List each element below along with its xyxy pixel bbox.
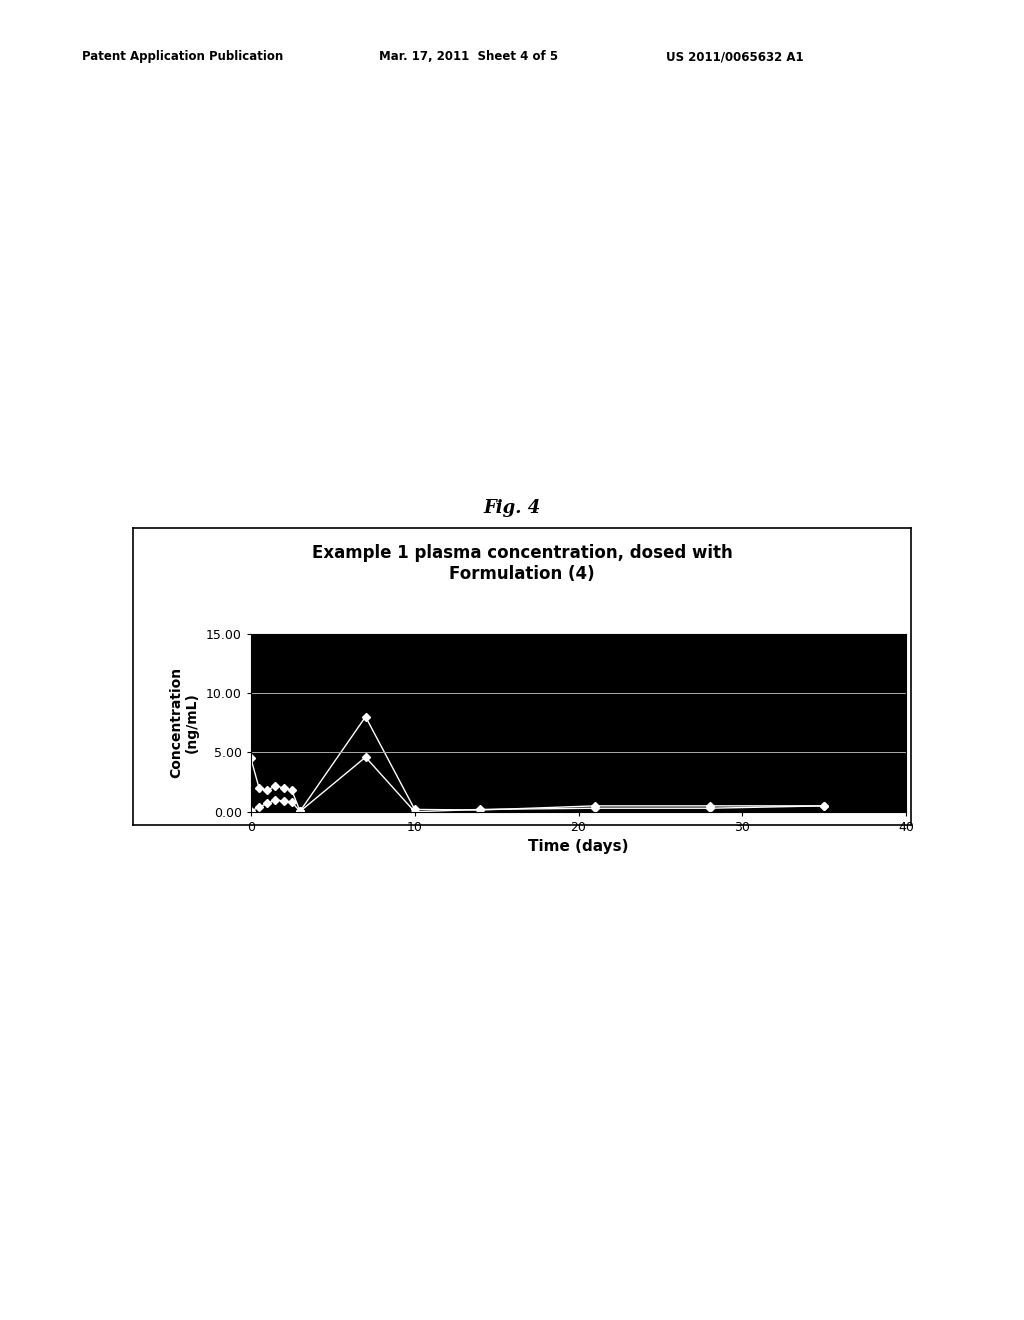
X-axis label: Time (days): Time (days) bbox=[528, 840, 629, 854]
Text: US 2011/0065632 A1: US 2011/0065632 A1 bbox=[666, 50, 803, 63]
Text: Example 1 plasma concentration, dosed with
Formulation (4): Example 1 plasma concentration, dosed wi… bbox=[312, 544, 732, 582]
Text: Patent Application Publication: Patent Application Publication bbox=[82, 50, 284, 63]
Text: Mar. 17, 2011  Sheet 4 of 5: Mar. 17, 2011 Sheet 4 of 5 bbox=[379, 50, 558, 63]
Text: Fig. 4: Fig. 4 bbox=[483, 499, 541, 517]
Y-axis label: Concentration
(ng/mL): Concentration (ng/mL) bbox=[169, 667, 199, 779]
